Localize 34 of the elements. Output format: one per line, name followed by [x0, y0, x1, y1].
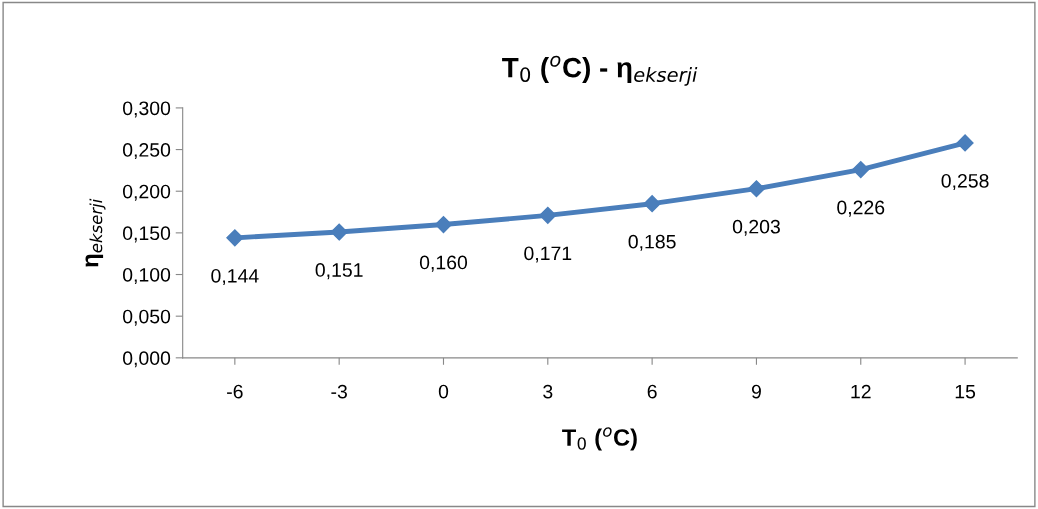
y-tick-label: 0,000: [122, 351, 171, 368]
point: [330, 223, 348, 241]
data-label: 0,185: [628, 234, 676, 251]
point: [539, 206, 557, 224]
y-tick-label: 0,100: [122, 267, 171, 285]
point: [643, 195, 661, 213]
x-tick-label: 15: [955, 384, 976, 399]
data-label: 0,258: [941, 173, 989, 191]
data-label: 0,160: [419, 255, 468, 272]
point: [956, 134, 974, 152]
point: [226, 229, 244, 247]
x-tick-label: 9: [751, 384, 761, 399]
chart-title: T$_{0}$ ($^{o}$C) - η$_{ekserji}$: [502, 55, 698, 86]
data-label: 0,144: [211, 268, 259, 285]
x-axis-title: T$_{0}$ ($^{o}$C): [562, 427, 637, 451]
data-label: 0,151: [315, 263, 363, 280]
data-label: 0,226: [837, 200, 885, 217]
x-tick-label: -3: [331, 384, 347, 399]
data-label: 0,171: [524, 246, 572, 263]
y-tick-label: 0,250: [122, 143, 171, 160]
point: [747, 180, 765, 198]
y-tick-label: 0,300: [122, 101, 171, 118]
y-tick-label: 0,050: [122, 309, 171, 326]
x-tick-label: 6: [647, 384, 657, 399]
y-tick-label: 0,150: [122, 226, 171, 243]
x-tick-label: 0: [438, 384, 449, 399]
y-tick-label: 0,200: [122, 184, 171, 201]
data-label: 0,203: [732, 219, 780, 236]
y-axis-title: η$_{ekserji}$: [85, 198, 106, 267]
x-tick-label: 12: [851, 384, 871, 399]
point: [434, 215, 453, 234]
x-tick-label: -6: [227, 384, 243, 399]
point: [852, 161, 870, 179]
x-tick-label: 3: [543, 384, 553, 399]
